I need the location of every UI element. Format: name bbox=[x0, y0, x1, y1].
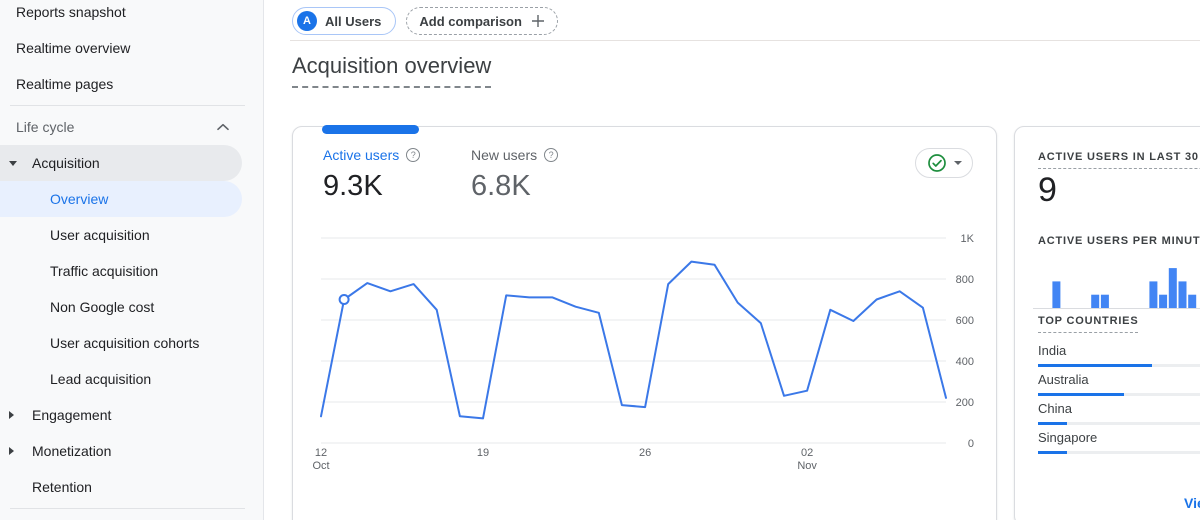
page-title: Acquisition overview bbox=[292, 53, 491, 88]
svg-text:600: 600 bbox=[956, 315, 974, 327]
sidebar-tree: Acquisition Overview User acquisition Traff… bbox=[0, 145, 263, 505]
country-row-china: China bbox=[1038, 401, 1200, 425]
svg-text:02: 02 bbox=[801, 447, 813, 459]
caret-down-icon bbox=[954, 161, 962, 165]
tab-new-users-label: New users bbox=[471, 147, 537, 163]
sidebar-item-realtime-overview[interactable]: Realtime overview bbox=[0, 30, 263, 66]
country-name: Singapore bbox=[1038, 430, 1200, 446]
active-tab-indicator bbox=[322, 125, 419, 134]
sidebar-item-label: Traffic acquisition bbox=[50, 263, 158, 279]
svg-text:0: 0 bbox=[968, 438, 974, 450]
sidebar-item-label: User acquisition cohorts bbox=[50, 335, 199, 351]
country-name: India bbox=[1038, 343, 1200, 359]
sidebar-item-overview[interactable]: Overview bbox=[0, 181, 242, 217]
svg-text:200: 200 bbox=[956, 397, 974, 409]
country-row-singapore: Singapore bbox=[1038, 430, 1200, 454]
country-name: China bbox=[1038, 401, 1200, 417]
realtime-card: ACTIVE USERS IN LAST 30 MINUTES 9 ACTIVE… bbox=[1014, 126, 1200, 520]
active-users-line-chart[interactable]: 0 200 400 600 800 1K 12Oct 19 26 02Nov bbox=[293, 227, 998, 487]
sidebar-item-label: Realtime pages bbox=[16, 76, 113, 92]
svg-text:1K: 1K bbox=[961, 233, 975, 245]
top-countries-list: India Australia China Singapore bbox=[1038, 343, 1200, 459]
sidebar-item-realtime-pages[interactable]: Realtime pages bbox=[0, 66, 263, 102]
country-bar bbox=[1038, 393, 1124, 396]
sidebar-item-reports-snapshot[interactable]: Reports snapshot bbox=[0, 0, 263, 30]
country-bar-track bbox=[1038, 393, 1200, 396]
data-quality-button[interactable] bbox=[915, 148, 973, 178]
sidebar-item-traffic-acquisition[interactable]: Traffic acquisition bbox=[0, 253, 263, 289]
view-realtime-link[interactable]: View realtime bbox=[1184, 495, 1200, 511]
sidebar-item-non-google-cost[interactable]: Non Google cost bbox=[0, 289, 263, 325]
svg-text:800: 800 bbox=[956, 274, 974, 286]
sidebar-item-lead-acquisition[interactable]: Lead acquisition bbox=[0, 361, 263, 397]
check-circle-icon bbox=[927, 153, 947, 173]
audience-avatar: A bbox=[297, 11, 317, 31]
country-row-australia: Australia bbox=[1038, 372, 1200, 396]
active-users-30min-value: 9 bbox=[1038, 171, 1057, 210]
sidebar-section-life-cycle[interactable]: Life cycle bbox=[0, 109, 263, 145]
acquisition-metrics-card: Active users ? 9.3K New users ? 6.8K 020… bbox=[292, 126, 997, 520]
sidebar: Reports snapshot Realtime overview Realtim… bbox=[0, 0, 264, 520]
svg-text:Nov: Nov bbox=[797, 460, 817, 472]
sidebar-item-label: Realtime overview bbox=[16, 40, 130, 56]
sidebar-divider bbox=[10, 105, 245, 106]
svg-text:Oct: Oct bbox=[312, 460, 329, 472]
active-users-value: 9.3K bbox=[323, 170, 471, 203]
audience-chip-all-users[interactable]: A All Users bbox=[292, 7, 396, 35]
country-row-india: India bbox=[1038, 343, 1200, 367]
section-label: Life cycle bbox=[16, 119, 74, 135]
sidebar-item-label: Overview bbox=[50, 191, 108, 207]
header-divider bbox=[290, 40, 1200, 41]
country-bar bbox=[1038, 364, 1152, 367]
help-icon[interactable]: ? bbox=[544, 148, 558, 162]
sidebar-item-engagement[interactable]: Engagement bbox=[0, 397, 263, 433]
add-comparison-label: Add comparison bbox=[419, 14, 522, 29]
sidebar-item-user-acquisition-cohorts[interactable]: User acquisition cohorts bbox=[0, 325, 263, 361]
svg-text:12: 12 bbox=[315, 447, 327, 459]
help-icon[interactable]: ? bbox=[406, 148, 420, 162]
caret-down-icon bbox=[9, 161, 17, 166]
audience-chip-label: All Users bbox=[325, 14, 381, 29]
sidebar-item-label: User acquisition bbox=[50, 227, 150, 243]
sidebar-item-acquisition[interactable]: Acquisition bbox=[0, 145, 242, 181]
sidebar-nav-list: Reports snapshot Realtime overview Realtim… bbox=[0, 0, 263, 512]
sidebar-item-label: Engagement bbox=[32, 407, 111, 423]
sidebar-item-label: Reports snapshot bbox=[16, 4, 126, 20]
add-comparison-button[interactable]: Add comparison bbox=[406, 7, 558, 35]
tab-new-users[interactable]: New users ? 6.8K bbox=[471, 147, 619, 203]
sidebar-item-user-acquisition[interactable]: User acquisition bbox=[0, 217, 263, 253]
top-countries-label: TOP COUNTRIES bbox=[1038, 315, 1138, 333]
svg-text:26: 26 bbox=[639, 447, 651, 459]
sidebar-item-label: Acquisition bbox=[32, 155, 100, 171]
sidebar-item-monetization[interactable]: Monetization bbox=[0, 433, 263, 469]
sidebar-item-retention[interactable]: Retention bbox=[0, 469, 263, 505]
country-bar-track bbox=[1038, 451, 1200, 454]
new-users-value: 6.8K bbox=[471, 170, 619, 203]
active-users-per-minute-chart bbox=[1033, 265, 1200, 309]
ga4-acquisition-overview-screen: Reports snapshot Realtime overview Realtim… bbox=[0, 0, 1200, 520]
comparison-chips-bar: A All Users Add comparison bbox=[292, 7, 558, 35]
country-bar bbox=[1038, 422, 1067, 425]
svg-text:400: 400 bbox=[956, 356, 974, 368]
sidebar-item-label: Non Google cost bbox=[50, 299, 154, 315]
country-bar bbox=[1038, 451, 1067, 454]
sidebar-item-label: Monetization bbox=[32, 443, 111, 459]
sidebar-top-group: Reports snapshot Realtime overview Realtim… bbox=[0, 0, 263, 102]
caret-right-icon bbox=[9, 447, 14, 455]
active-users-per-minute-label: ACTIVE USERS PER MINUTE bbox=[1038, 235, 1200, 247]
tab-active-users-label: Active users bbox=[323, 147, 399, 163]
tab-active-users[interactable]: Active users ? 9.3K bbox=[323, 147, 471, 203]
plus-icon bbox=[531, 14, 545, 28]
sidebar-item-label: Retention bbox=[32, 479, 92, 495]
country-bar-track bbox=[1038, 422, 1200, 425]
country-bar-track bbox=[1038, 364, 1200, 367]
country-name: Australia bbox=[1038, 372, 1200, 388]
sidebar-divider bbox=[10, 508, 245, 509]
chevron-up-icon bbox=[217, 123, 229, 131]
active-users-30min-label: ACTIVE USERS IN LAST 30 MINUTES bbox=[1038, 151, 1200, 169]
sidebar-item-label: Lead acquisition bbox=[50, 371, 151, 387]
metric-tabs: Active users ? 9.3K New users ? 6.8K bbox=[323, 147, 619, 203]
svg-text:19: 19 bbox=[477, 447, 489, 459]
caret-right-icon bbox=[9, 411, 14, 419]
